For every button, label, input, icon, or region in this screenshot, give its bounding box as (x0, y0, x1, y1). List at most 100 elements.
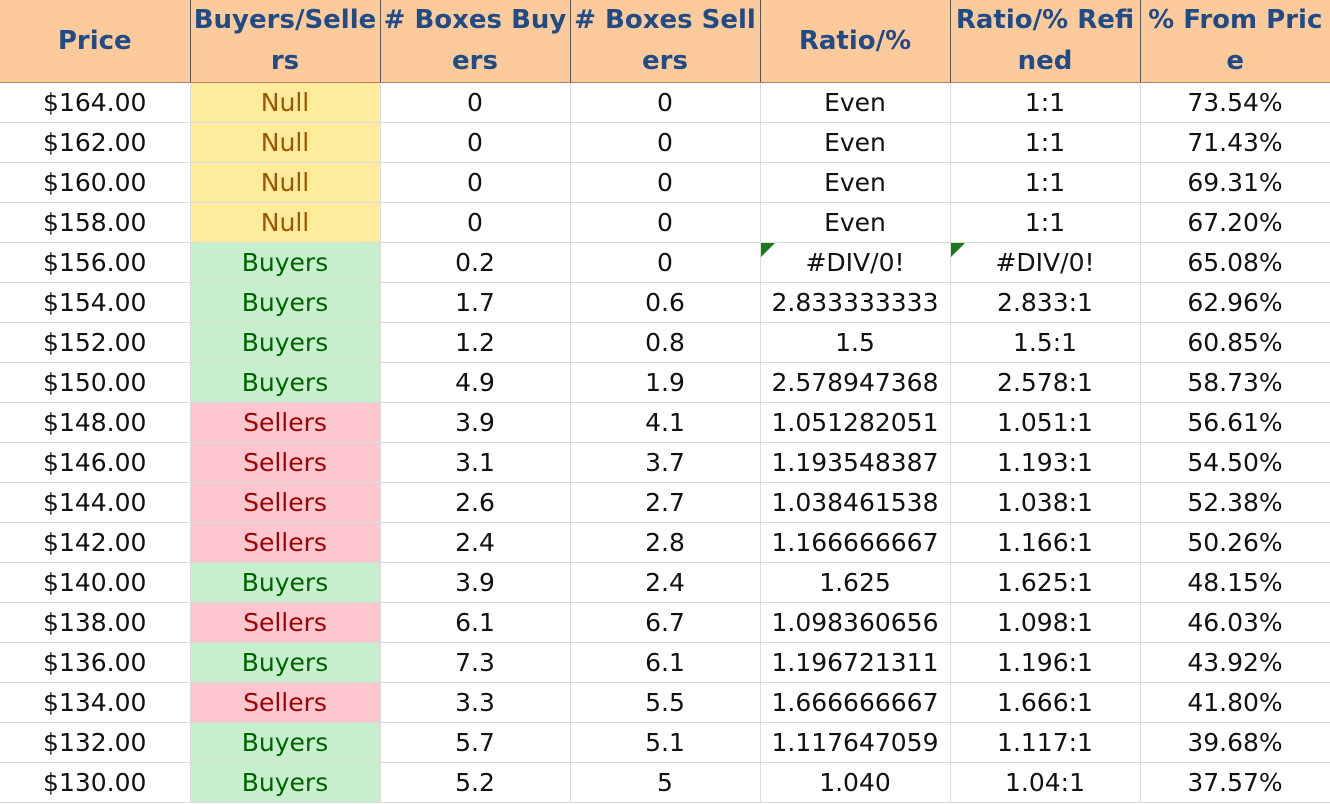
boxes-buyers-cell[interactable]: 0 (380, 202, 571, 243)
header-boxes-buyers[interactable]: # Boxes Buyers (380, 0, 571, 83)
side-cell[interactable]: Null (190, 162, 381, 203)
boxes-sellers-cell[interactable]: 0 (570, 202, 761, 243)
from-price-cell[interactable]: 39.68% (1140, 722, 1330, 763)
boxes-sellers-cell[interactable]: 0 (570, 82, 761, 123)
from-price-cell[interactable]: 46.03% (1140, 602, 1330, 643)
boxes-sellers-cell[interactable]: 2.8 (570, 522, 761, 563)
side-cell[interactable]: Sellers (190, 682, 381, 723)
from-price-cell[interactable]: 37.57% (1140, 762, 1330, 803)
ratio-cell[interactable]: 1.051282051 (760, 402, 951, 443)
price-cell[interactable]: $156.00 (0, 242, 191, 283)
ratio-refined-cell[interactable]: 1:1 (950, 82, 1141, 123)
price-cell[interactable]: $154.00 (0, 282, 191, 323)
error-indicator-icon[interactable] (760, 243, 775, 257)
from-price-cell[interactable]: 60.85% (1140, 322, 1330, 363)
ratio-refined-cell[interactable]: 1.666:1 (950, 682, 1141, 723)
boxes-buyers-cell[interactable]: 5.7 (380, 722, 571, 763)
side-cell[interactable]: Null (190, 82, 381, 123)
boxes-sellers-cell[interactable]: 6.1 (570, 642, 761, 683)
from-price-cell[interactable]: 69.31% (1140, 162, 1330, 203)
boxes-sellers-cell[interactable]: 0.6 (570, 282, 761, 323)
from-price-cell[interactable]: 65.08% (1140, 242, 1330, 283)
header-buyers-sellers[interactable]: Buyers/Sellers (190, 0, 381, 83)
ratio-cell[interactable]: 2.578947368 (760, 362, 951, 403)
boxes-buyers-cell[interactable]: 0 (380, 122, 571, 163)
ratio-refined-cell[interactable]: 1.098:1 (950, 602, 1141, 643)
ratio-cell[interactable]: 1.166666667 (760, 522, 951, 563)
ratio-refined-cell[interactable]: #DIV/0! (950, 242, 1141, 283)
ratio-refined-cell[interactable]: 1.117:1 (950, 722, 1141, 763)
boxes-buyers-cell[interactable]: 7.3 (380, 642, 571, 683)
side-cell[interactable]: Buyers (190, 322, 381, 363)
error-indicator-icon[interactable] (950, 243, 965, 257)
price-cell[interactable]: $162.00 (0, 122, 191, 163)
from-price-cell[interactable]: 48.15% (1140, 562, 1330, 603)
header-from-price[interactable]: % From Price (1140, 0, 1330, 83)
price-cell[interactable]: $134.00 (0, 682, 191, 723)
side-cell[interactable]: Buyers (190, 362, 381, 403)
boxes-sellers-cell[interactable]: 0.8 (570, 322, 761, 363)
ratio-cell[interactable]: 1.666666667 (760, 682, 951, 723)
price-cell[interactable]: $130.00 (0, 762, 191, 803)
ratio-cell[interactable]: 1.193548387 (760, 442, 951, 483)
boxes-buyers-cell[interactable]: 3.9 (380, 562, 571, 603)
from-price-cell[interactable]: 71.43% (1140, 122, 1330, 163)
ratio-refined-cell[interactable]: 1.038:1 (950, 482, 1141, 523)
side-cell[interactable]: Buyers (190, 562, 381, 603)
header-price[interactable]: Price (0, 0, 191, 83)
header-ratio[interactable]: Ratio/% (760, 0, 951, 83)
ratio-refined-cell[interactable]: 1:1 (950, 202, 1141, 243)
from-price-cell[interactable]: 62.96% (1140, 282, 1330, 323)
ratio-refined-cell[interactable]: 1.193:1 (950, 442, 1141, 483)
ratio-cell[interactable]: 1.098360656 (760, 602, 951, 643)
price-cell[interactable]: $148.00 (0, 402, 191, 443)
ratio-cell[interactable]: 1.040 (760, 762, 951, 803)
ratio-refined-cell[interactable]: 1.5:1 (950, 322, 1141, 363)
boxes-buyers-cell[interactable]: 1.7 (380, 282, 571, 323)
header-boxes-sellers[interactable]: # Boxes Sellers (570, 0, 761, 83)
side-cell[interactable]: Sellers (190, 482, 381, 523)
boxes-buyers-cell[interactable]: 2.6 (380, 482, 571, 523)
side-cell[interactable]: Sellers (190, 402, 381, 443)
boxes-sellers-cell[interactable]: 1.9 (570, 362, 761, 403)
boxes-buyers-cell[interactable]: 1.2 (380, 322, 571, 363)
ratio-cell[interactable]: Even (760, 122, 951, 163)
from-price-cell[interactable]: 58.73% (1140, 362, 1330, 403)
boxes-sellers-cell[interactable]: 0 (570, 162, 761, 203)
ratio-refined-cell[interactable]: 1.196:1 (950, 642, 1141, 683)
ratio-refined-cell[interactable]: 2.578:1 (950, 362, 1141, 403)
ratio-refined-cell[interactable]: 2.833:1 (950, 282, 1141, 323)
from-price-cell[interactable]: 43.92% (1140, 642, 1330, 683)
side-cell[interactable]: Null (190, 122, 381, 163)
ratio-cell[interactable]: Even (760, 202, 951, 243)
price-cell[interactable]: $152.00 (0, 322, 191, 363)
ratio-cell[interactable]: 1.625 (760, 562, 951, 603)
boxes-sellers-cell[interactable]: 4.1 (570, 402, 761, 443)
boxes-buyers-cell[interactable]: 3.1 (380, 442, 571, 483)
ratio-refined-cell[interactable]: 1:1 (950, 162, 1141, 203)
boxes-buyers-cell[interactable]: 5.2 (380, 762, 571, 803)
boxes-buyers-cell[interactable]: 2.4 (380, 522, 571, 563)
header-ratio-refined[interactable]: Ratio/% Refined (950, 0, 1141, 83)
boxes-buyers-cell[interactable]: 0 (380, 82, 571, 123)
boxes-buyers-cell[interactable]: 4.9 (380, 362, 571, 403)
ratio-refined-cell[interactable]: 1.625:1 (950, 562, 1141, 603)
boxes-sellers-cell[interactable]: 5.1 (570, 722, 761, 763)
price-cell[interactable]: $140.00 (0, 562, 191, 603)
price-cell[interactable]: $138.00 (0, 602, 191, 643)
ratio-cell[interactable]: Even (760, 82, 951, 123)
price-cell[interactable]: $144.00 (0, 482, 191, 523)
boxes-sellers-cell[interactable]: 2.7 (570, 482, 761, 523)
ratio-refined-cell[interactable]: 1.051:1 (950, 402, 1141, 443)
from-price-cell[interactable]: 54.50% (1140, 442, 1330, 483)
price-cell[interactable]: $136.00 (0, 642, 191, 683)
price-cell[interactable]: $132.00 (0, 722, 191, 763)
side-cell[interactable]: Buyers (190, 642, 381, 683)
boxes-sellers-cell[interactable]: 2.4 (570, 562, 761, 603)
from-price-cell[interactable]: 52.38% (1140, 482, 1330, 523)
ratio-refined-cell[interactable]: 1.04:1 (950, 762, 1141, 803)
price-cell[interactable]: $150.00 (0, 362, 191, 403)
side-cell[interactable]: Null (190, 202, 381, 243)
price-cell[interactable]: $164.00 (0, 82, 191, 123)
boxes-sellers-cell[interactable]: 3.7 (570, 442, 761, 483)
